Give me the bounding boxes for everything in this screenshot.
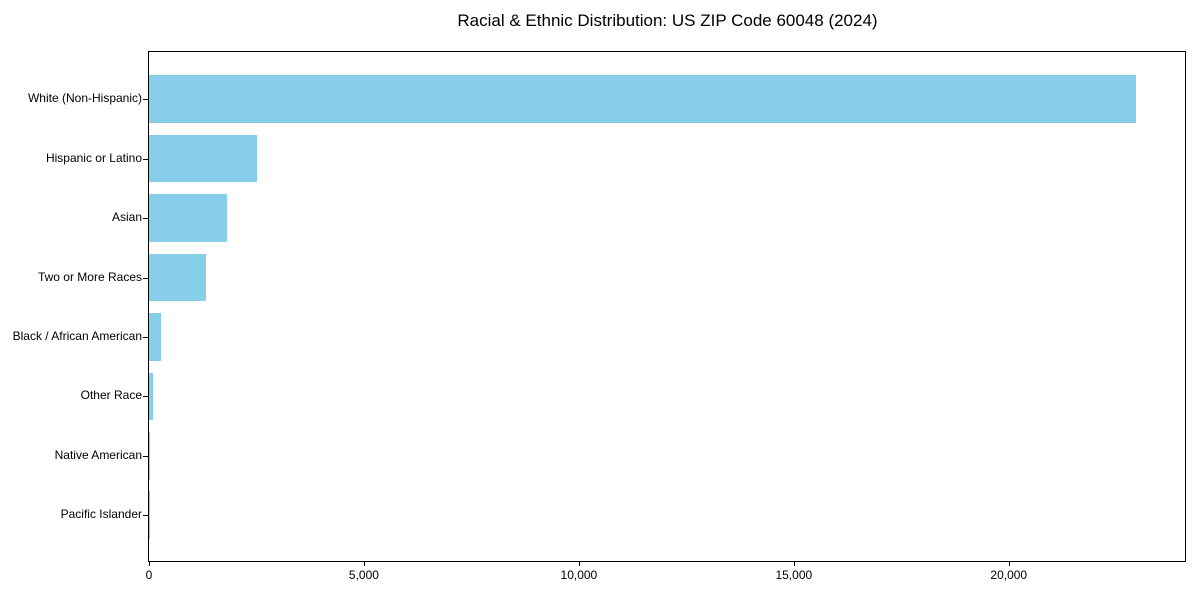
bar xyxy=(149,432,151,480)
x-tick xyxy=(363,561,365,566)
x-tick-label: 20,000 xyxy=(990,568,1028,582)
bar xyxy=(149,313,162,361)
bar xyxy=(149,253,206,302)
y-axis-label: Other Race xyxy=(80,388,142,403)
y-tick xyxy=(143,277,148,279)
y-tick xyxy=(143,158,148,160)
bar-row xyxy=(149,194,1185,242)
bar xyxy=(149,372,153,421)
y-tick xyxy=(143,99,148,101)
bar-row xyxy=(149,491,1185,540)
bar-row xyxy=(149,134,1185,183)
x-tick xyxy=(149,561,150,566)
bar-row xyxy=(149,253,1185,302)
y-tick xyxy=(143,218,148,220)
y-tick xyxy=(143,396,148,398)
bar-row xyxy=(149,313,1185,361)
bar-row xyxy=(149,372,1185,421)
x-tick xyxy=(578,561,580,566)
y-tick xyxy=(143,515,148,517)
y-axis-label: Black / African American xyxy=(12,328,142,343)
y-tick xyxy=(143,455,148,457)
y-axis-label: Two or More Races xyxy=(37,269,142,284)
bar xyxy=(149,194,228,242)
y-axis-label: Pacific Islander xyxy=(60,507,142,522)
y-tick xyxy=(143,336,148,338)
x-tick xyxy=(793,561,795,566)
bar xyxy=(149,134,257,183)
x-tick-label: 15,000 xyxy=(775,568,813,582)
bar xyxy=(149,75,1136,123)
x-tick-label: 0 xyxy=(145,568,153,582)
y-axis-label: Hispanic or Latino xyxy=(45,150,142,165)
bar-row xyxy=(149,75,1185,123)
y-axis-label: Asian xyxy=(111,210,142,225)
chart-title: Racial & Ethnic Distribution: US ZIP Cod… xyxy=(457,11,878,30)
plot-area: 0 5,000 10,000 15,000 20,000 xyxy=(143,51,1186,582)
bar-row xyxy=(149,432,1185,480)
y-axis-label: Native American xyxy=(54,447,142,462)
y-axis-label: White (Non-Hispanic) xyxy=(27,91,142,106)
x-tick-label: 10,000 xyxy=(560,568,598,582)
x-tick xyxy=(1008,561,1010,566)
x-tick-label: 5,000 xyxy=(348,568,379,582)
